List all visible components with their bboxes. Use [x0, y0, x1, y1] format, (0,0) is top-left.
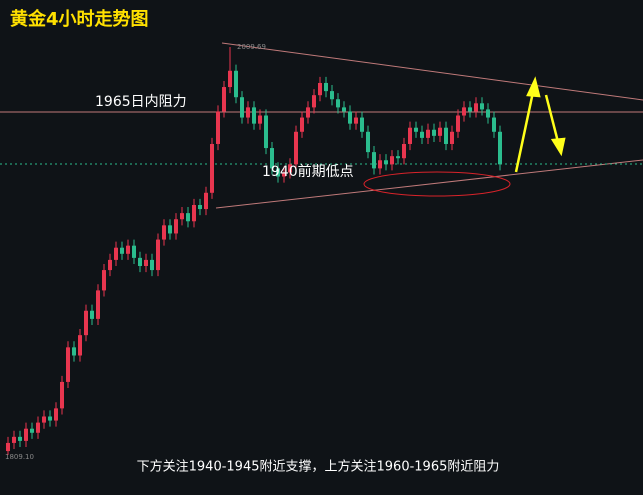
arrows: [514, 76, 566, 173]
candle-body: [138, 257, 142, 267]
candle-body: [198, 204, 202, 210]
candle-body: [48, 416, 52, 421]
trend-line-top: [221, 42, 643, 101]
arrow-down: [544, 94, 560, 143]
candle-body: [84, 310, 88, 336]
candle-body: [300, 117, 304, 132]
candles: [6, 46, 502, 455]
candle-body: [90, 310, 94, 319]
candle-body: [114, 247, 118, 260]
chart-title: 黄金4小时走势图: [10, 8, 149, 30]
candle-body: [474, 103, 478, 112]
candle-body: [342, 107, 346, 112]
candle-body: [426, 129, 430, 138]
candle-body: [174, 219, 178, 234]
candle-body: [234, 70, 238, 98]
arrow-head: [526, 76, 541, 98]
candle-body: [78, 335, 82, 356]
candle-body: [360, 117, 364, 132]
candle-body: [72, 347, 76, 356]
low-label: 1809.10: [5, 453, 34, 461]
candle-body: [282, 172, 286, 177]
candle-body: [102, 270, 106, 291]
candle-body: [42, 416, 46, 423]
candle-body: [438, 127, 442, 136]
annotation: 1940前期低点: [262, 163, 354, 180]
candle-body: [60, 381, 64, 409]
candle-body: [390, 156, 394, 165]
candle-body: [336, 99, 340, 108]
candle-body: [384, 160, 388, 165]
trend-line-bottom: [215, 159, 643, 209]
candle-body: [222, 87, 226, 112]
candle-body: [414, 127, 418, 132]
candle-body: [378, 160, 382, 169]
candle-body: [420, 131, 424, 138]
candle-body: [120, 247, 124, 254]
candle-body: [348, 111, 352, 124]
candle-body: [450, 131, 454, 144]
candle-body: [126, 245, 130, 254]
candle-body: [144, 259, 148, 267]
candle-body: [12, 436, 16, 443]
candle-body: [186, 213, 190, 222]
candle-body: [108, 259, 112, 271]
candle-body: [192, 204, 196, 222]
candle-body: [354, 117, 358, 124]
candle-body: [264, 115, 268, 149]
candle-body: [366, 131, 370, 153]
candle-body: [294, 131, 298, 165]
candle-body: [318, 82, 322, 96]
annotation: 1965日内阻力: [95, 94, 187, 110]
candle-body: [324, 82, 328, 92]
candle-body: [402, 143, 406, 159]
candle-body: [408, 127, 412, 144]
candle-body: [180, 213, 184, 220]
candle-body: [18, 436, 22, 441]
candle-body: [312, 95, 316, 108]
candle-body: [486, 109, 490, 118]
candle-body: [204, 192, 208, 210]
candle-body: [162, 225, 166, 240]
candle-body: [456, 115, 460, 132]
candle-body: [444, 127, 448, 144]
candle-body: [468, 107, 472, 112]
candle-body: [30, 428, 34, 433]
candle-body: [492, 117, 496, 132]
arrow-head: [550, 137, 566, 157]
candle-body: [216, 111, 220, 144]
candle-body: [240, 97, 244, 118]
candle-body: [306, 107, 310, 118]
candle-body: [6, 442, 10, 452]
candle-body: [258, 115, 262, 124]
candle-body: [498, 131, 502, 165]
candle-body: [480, 103, 484, 110]
candle-body: [210, 143, 214, 193]
candle-body: [288, 164, 292, 173]
candle-body: [372, 152, 376, 169]
candle-body: [24, 428, 28, 441]
candle-body: [462, 107, 466, 116]
candle-body: [156, 239, 160, 271]
candle-body: [228, 70, 232, 88]
candle-body: [330, 91, 334, 100]
candle-body: [276, 168, 280, 177]
candle-body: [168, 225, 172, 234]
candle-body: [432, 129, 436, 136]
candle-body: [132, 245, 136, 258]
candle-body: [66, 347, 70, 382]
candle-body: [252, 107, 256, 124]
candle-body: [96, 290, 100, 319]
high-label: 2009.69: [237, 43, 266, 51]
subtitle: 下方关注1940-1945附近支撑，上方关注1960-1965附近阻力: [137, 459, 500, 475]
candle-body: [36, 422, 40, 433]
arrow-up: [514, 91, 535, 173]
candle-body: [396, 156, 400, 159]
candle-body: [270, 148, 274, 169]
candle-body: [54, 408, 58, 421]
candle-body: [246, 107, 250, 118]
support-ellipse: [363, 171, 511, 197]
candle-body: [150, 259, 154, 271]
